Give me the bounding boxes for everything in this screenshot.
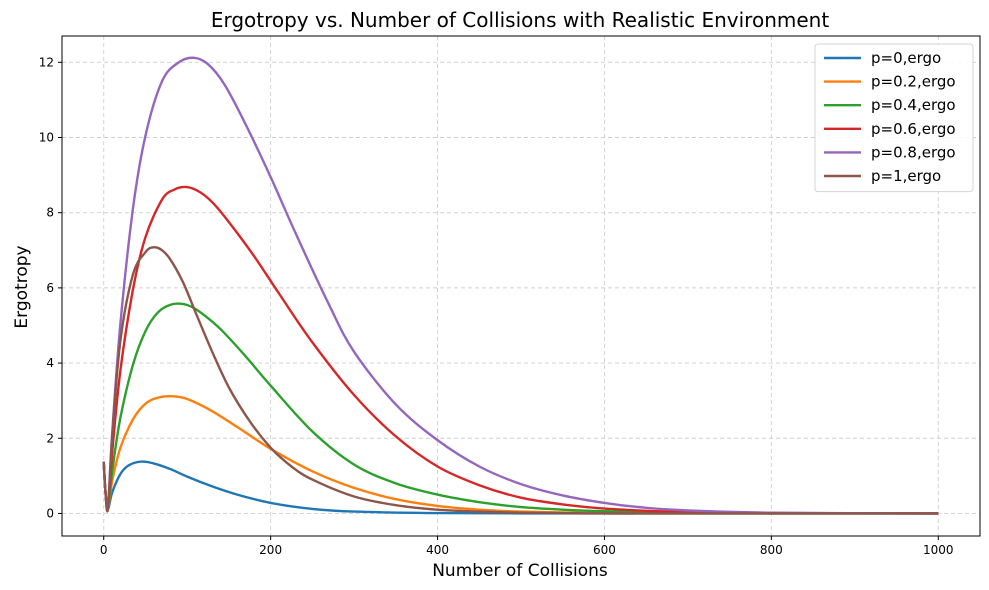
y-tick-label: 10 (39, 131, 54, 145)
axis-ticks: 0 200 400 600 800 1000 0 2 4 6 8 10 12 (39, 55, 954, 557)
y-axis-label: Ergotropy (12, 245, 32, 328)
series-lines (102, 56, 939, 515)
x-axis-label: Number of Collisions (432, 561, 608, 581)
legend-label: p=0.2,ergo (871, 73, 956, 91)
chart-title: Ergotropy vs. Number of Collisions with … (211, 8, 830, 32)
y-tick-label: 0 (46, 506, 54, 520)
x-tick-label: 400 (426, 543, 449, 557)
y-tick-label: 2 (46, 431, 54, 445)
legend-label: p=0.8,ergo (871, 143, 956, 161)
x-tick-label: 1000 (923, 543, 954, 557)
series-line-6 (102, 246, 939, 515)
y-tick-label: 8 (46, 206, 54, 220)
y-tick-label: 12 (39, 55, 54, 69)
series-line-3 (102, 302, 939, 515)
series-line-5 (102, 56, 939, 515)
y-tick-label: 6 (46, 281, 54, 295)
series-line-4 (102, 185, 939, 515)
legend-label: p=0.6,ergo (871, 120, 956, 138)
x-tick-label: 600 (593, 543, 616, 557)
y-tick-label: 4 (46, 356, 54, 370)
x-tick-label: 0 (100, 543, 108, 557)
legend-label: p=1,ergo (871, 167, 941, 185)
plot-frame (61, 35, 981, 537)
x-tick-label: 800 (760, 543, 783, 557)
x-tick-label: 200 (259, 543, 282, 557)
legend-label: p=0,ergo (871, 49, 941, 67)
legend: p=0,ergo p=0.2,ergo p=0.4,ergo p=0.6,ergo p=… (814, 43, 974, 193)
legend-label: p=0.4,ergo (871, 96, 956, 114)
